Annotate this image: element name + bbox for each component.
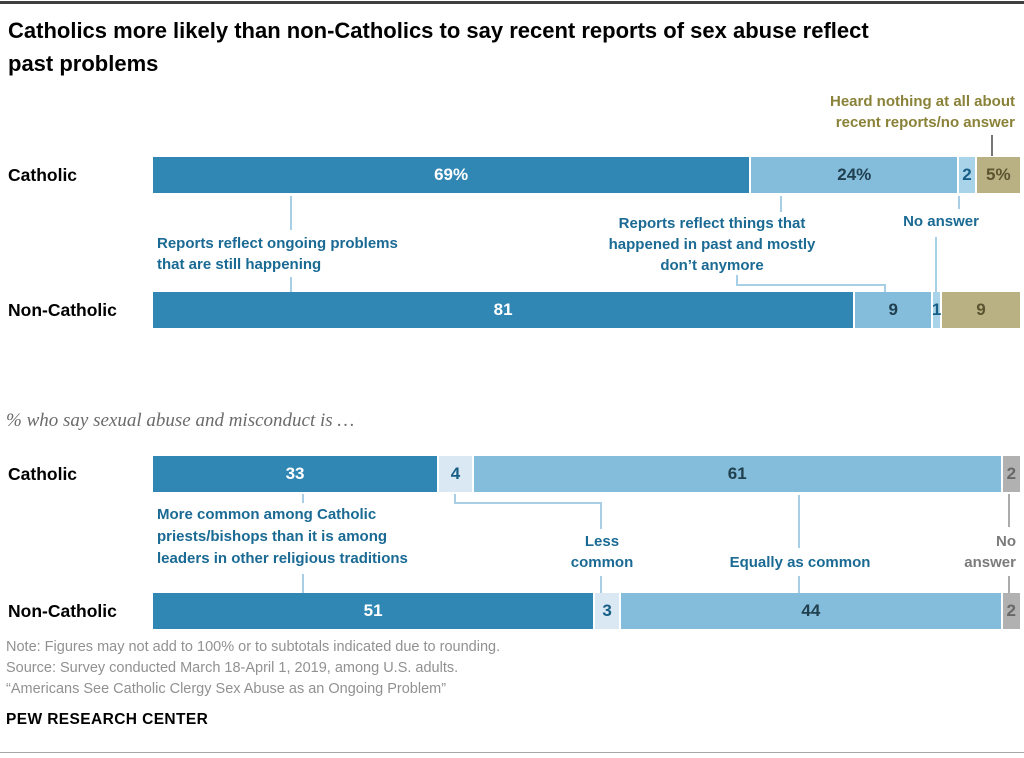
page-title-line-1: Catholics more likely than non-Catholics… — [8, 18, 869, 43]
page-title: Catholics more likely than non-Catholics… — [8, 14, 1018, 80]
segment-value: 5% — [986, 165, 1011, 184]
segment-ongoing-non-catholic: 81 — [153, 292, 856, 328]
legend-heard-nothing-line-1: Heard nothing at all about — [829, 93, 1015, 110]
connector-ongoing-top — [290, 196, 292, 230]
callout-no-answer-2-line-1: No — [996, 533, 1016, 550]
segment-more-common-non-catholic: 51 — [153, 593, 596, 629]
bottom-rule — [0, 752, 1024, 753]
connector-no-answer-bottom — [935, 237, 937, 292]
connector-less-common-top — [600, 503, 602, 529]
segment-value: 4 — [450, 464, 461, 483]
callout-past-line-3: don’t anymore — [660, 257, 764, 274]
segment-no-answer-catholic-2: 2 — [1002, 456, 1020, 492]
footnotes: Note: Figures may not add to 100% or to … — [6, 637, 500, 700]
connector-past-elbow-tail — [884, 286, 886, 292]
callout-no-answer-2-line-2: answer — [964, 554, 1016, 571]
connector-ongoing-bottom — [290, 277, 292, 292]
footnote-source: Source: Survey conducted March 18-April … — [6, 660, 459, 676]
footnote-report-title: “Americans See Catholic Clergy Sex Abuse… — [6, 681, 447, 697]
footnote-note: Note: Figures may not add to 100% or to … — [6, 639, 501, 655]
connector-more-common-bottom — [302, 574, 304, 593]
segment-value: 2 — [1006, 464, 1017, 483]
segment-value: 24% — [837, 165, 872, 184]
legend-heard-nothing-line-2: recent reports/no answer — [835, 114, 1015, 131]
bar-catholic-2: 33 4 61 2 — [153, 456, 1020, 492]
segment-value: 51 — [363, 601, 383, 620]
connector-heard-nothing — [991, 135, 993, 156]
segment-value: 3 — [602, 601, 612, 620]
segment-value: 44 — [801, 601, 821, 620]
row-label-catholic-1: Catholic — [8, 165, 78, 185]
segment-value: 1 — [931, 300, 942, 319]
callout-less-common-line-1: Less — [584, 533, 620, 550]
segment-equally-common-non-catholic: 44 — [621, 593, 1003, 629]
segment-value: 81 — [493, 300, 513, 319]
segment-past-non-catholic: 9 — [855, 292, 934, 328]
callout-less-common-line-2: common — [570, 554, 634, 571]
connector-equally-top — [798, 495, 800, 548]
legend-heard-nothing: Heard nothing at all about recent report… — [695, 91, 1015, 133]
callout-past: Reports reflect things that happened in … — [600, 213, 824, 276]
callout-more-common-line-2: priests/bishops than it is among — [157, 528, 388, 545]
callout-less-common: Less common — [540, 531, 664, 573]
page-title-line-2: past problems — [8, 51, 159, 76]
callout-ongoing-line-1: Reports reflect ongoing problems — [157, 235, 398, 252]
connector-no-answer2-bottom — [1008, 576, 1010, 593]
segment-more-common-catholic: 33 — [153, 456, 440, 492]
connector-no-answer2-top — [1008, 494, 1010, 527]
segment-value: 9 — [976, 300, 986, 319]
segment-heard-nothing-catholic: 5% — [976, 157, 1020, 193]
brand-pew-research-center: PEW RESEARCH CENTER — [6, 711, 209, 728]
segment-value: 61 — [727, 464, 747, 483]
row-label-catholic-2: Catholic — [8, 464, 78, 484]
segment-less-common-non-catholic: 3 — [595, 593, 622, 629]
bar-non-catholic-1: 81 9 1 9 — [153, 292, 1020, 328]
callout-more-common-line-1: More common among Catholic — [157, 506, 377, 523]
connector-no-answer-top — [958, 196, 960, 209]
connector-more-common-top — [302, 494, 304, 503]
callout-equally-common: Equally as common — [729, 554, 871, 571]
segment-less-common-catholic: 4 — [439, 456, 474, 492]
segment-ongoing-catholic: 69% — [153, 157, 752, 193]
segment-value: 33 — [285, 464, 305, 483]
connector-less-common-bottom — [600, 576, 602, 593]
callout-more-common: More common among Catholic priests/bisho… — [157, 504, 408, 570]
segment-value: 69% — [434, 165, 469, 184]
connector-equally-bottom — [798, 576, 800, 593]
segment-value: 2 — [962, 165, 972, 184]
connector-less-common-elbow — [454, 494, 602, 504]
segment-value: 2 — [1006, 601, 1017, 620]
chart2-subtitle: % who say sexual abuse and misconduct is… — [6, 410, 355, 431]
connector-past-top — [780, 196, 782, 212]
callout-no-answer-2: No answer — [940, 531, 1016, 573]
segment-no-answer-catholic: 2 — [959, 157, 977, 193]
segment-value: 9 — [888, 300, 898, 319]
callout-ongoing: Reports reflect ongoing problems that ar… — [157, 233, 398, 275]
top-rule — [0, 1, 1024, 4]
bar-non-catholic-2: 51 3 44 2 — [153, 593, 1020, 629]
segment-no-answer-non-catholic-2: 2 — [1002, 593, 1020, 629]
segment-past-catholic: 24% — [751, 157, 960, 193]
row-label-non-catholic-1: Non-Catholic — [8, 300, 117, 320]
callout-more-common-line-3: leaders in other religious traditions — [157, 550, 408, 567]
segment-equally-common-catholic: 61 — [473, 456, 1003, 492]
callout-past-line-1: Reports reflect things that — [618, 215, 806, 232]
bar-catholic-1: 69% 24% 2 5% — [153, 157, 1020, 193]
segment-heard-nothing-non-catholic: 9 — [941, 292, 1020, 328]
row-label-non-catholic-2: Non-Catholic — [8, 601, 117, 621]
callout-ongoing-line-2: that are still happening — [157, 256, 322, 273]
connector-past-elbow — [736, 275, 886, 286]
callout-no-answer-1: No answer — [903, 213, 979, 230]
segment-no-answer-non-catholic: 1 — [931, 292, 942, 328]
callout-past-line-2: happened in past and mostly — [608, 236, 816, 253]
